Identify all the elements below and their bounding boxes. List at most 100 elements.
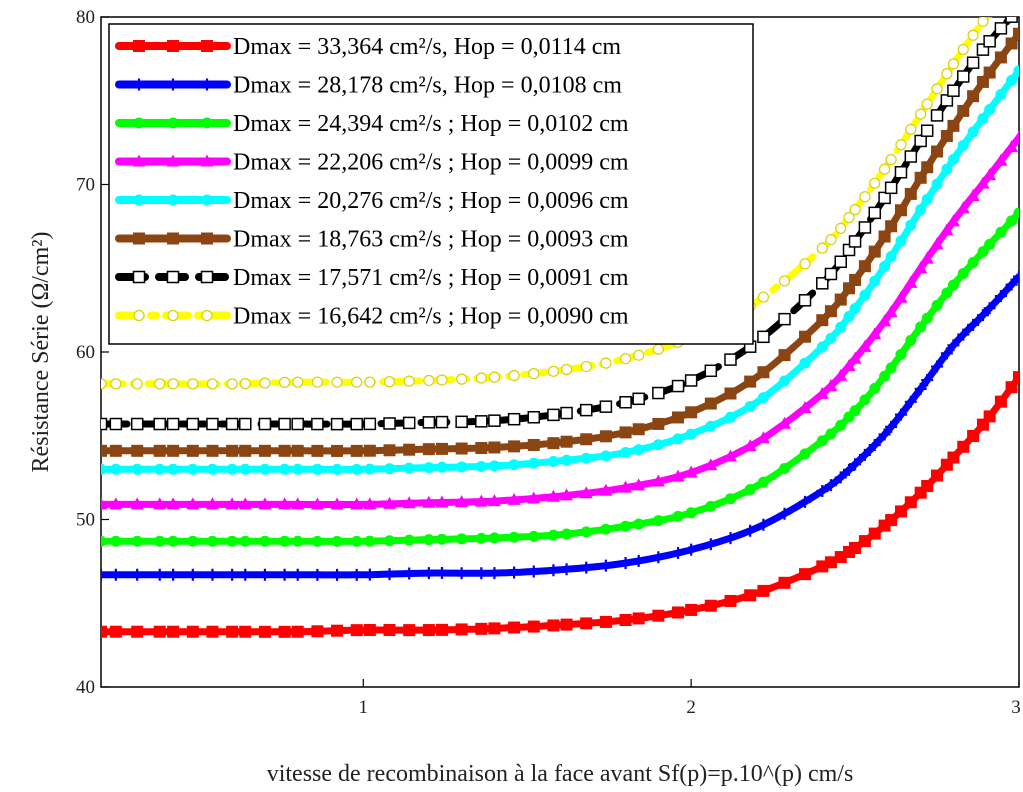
series-6-point-46 — [858, 260, 871, 273]
series-4-point-18 — [402, 496, 416, 509]
series-5-point-53 — [921, 193, 933, 205]
series-8-point-60 — [986, 17, 993, 19]
series-7-point-19 — [422, 416, 436, 429]
series-7-point-23 — [488, 414, 501, 427]
series-7-point-5 — [166, 417, 180, 431]
series-8-point-22 — [475, 372, 487, 384]
series-7-point-24 — [507, 412, 521, 426]
series-6-point-21 — [455, 442, 468, 455]
series-6-point-38 — [757, 366, 770, 379]
series-5-point-25 — [528, 457, 540, 469]
series-5-point-28 — [580, 452, 592, 464]
series-1-point-57 — [957, 440, 970, 453]
legend-label: Dmax = 33,364 cm²/s, Hop = 0,0114 cm — [233, 34, 621, 60]
series-8-point-5 — [167, 378, 179, 390]
series-2-point-54 — [931, 360, 944, 373]
series-4-point-63 — [1012, 130, 1019, 143]
y-tick-label-5: 80 — [76, 7, 95, 28]
series-5-point-12 — [292, 463, 304, 475]
series-3-point-29 — [600, 523, 612, 535]
legend-item-4: Dmax = 22,206 cm²/s ; Hop = 0,0099 cm — [115, 150, 629, 176]
series-4-point-6 — [186, 497, 200, 510]
series-6-point-7 — [206, 444, 219, 457]
series-7-point-8 — [225, 417, 239, 431]
series-2-point-6 — [186, 568, 199, 581]
series-6-point-19 — [422, 443, 435, 456]
legend-swatch-marker — [201, 194, 213, 206]
legend-item-6: Dmax = 18,763 cm²/s ; Hop = 0,0093 cm — [115, 227, 629, 253]
series-4-point-13 — [310, 497, 324, 510]
series-1-point-37 — [744, 589, 757, 602]
legend-swatch-marker — [200, 270, 214, 284]
series-4-point-11 — [278, 497, 292, 510]
series-2-point-29 — [599, 559, 612, 572]
series-7-point-17 — [383, 417, 396, 430]
legend-swatch-marker — [167, 194, 179, 206]
series-3-point-9 — [239, 535, 251, 547]
series-5-point-15 — [351, 463, 363, 475]
series-1-point-26 — [547, 619, 560, 632]
series-4-point-50 — [894, 290, 908, 303]
series-8-point-4 — [154, 378, 166, 390]
series-5-point-54 — [931, 178, 943, 190]
series-3-point-13 — [311, 535, 323, 547]
series-2-point-42 — [824, 479, 837, 492]
series-1-point-14 — [331, 624, 344, 637]
series-4-point-31 — [632, 478, 646, 491]
series-3-point-62 — [1006, 215, 1018, 227]
series-8-point-19 — [423, 374, 435, 387]
series-5-point-7 — [206, 463, 218, 475]
series-6-point-30 — [619, 426, 632, 439]
series-4-point-33 — [671, 469, 685, 482]
series-3-point-33 — [672, 510, 684, 522]
series-6-point-52 — [914, 171, 927, 184]
series-3-point-47 — [869, 382, 881, 394]
series-6-point-33 — [672, 411, 685, 424]
series-5-point-29 — [600, 450, 612, 462]
series-6-point-43 — [834, 293, 847, 306]
series-3-point-6 — [187, 535, 199, 547]
series-8-point-20 — [436, 374, 448, 386]
series-7-point-45 — [848, 235, 862, 248]
series-5-point-58 — [967, 126, 979, 138]
series-2-point-49 — [885, 420, 898, 433]
series-3-point-16 — [364, 535, 376, 547]
series-4-point-57 — [956, 201, 970, 214]
series-2-point-31 — [632, 554, 645, 567]
series-3-point-18 — [403, 534, 415, 546]
series-3-point-42 — [825, 428, 837, 440]
series-3-point-19 — [423, 534, 435, 546]
series-4-point-48 — [878, 314, 892, 327]
series-4-point-1 — [101, 497, 108, 510]
legend-swatch-marker — [167, 117, 179, 129]
series-2-point-62 — [1005, 278, 1018, 291]
series-2-point-52 — [914, 382, 927, 395]
series-2-point-37 — [744, 524, 757, 537]
series-7-point-52 — [914, 134, 927, 148]
series-6-point-20 — [435, 442, 448, 455]
series-1-point-39 — [778, 576, 791, 589]
series-7-point-31 — [632, 392, 645, 406]
series-6-point-22 — [475, 442, 488, 455]
series-8-point-61 — [996, 0, 1006, 3]
series-2-point-43 — [834, 471, 847, 484]
series-1-point-16 — [363, 623, 376, 636]
series-8-point-16 — [364, 376, 376, 388]
series-5-point-3 — [131, 463, 143, 475]
series-1-point-34 — [685, 603, 698, 616]
series-6-point-56 — [947, 119, 960, 132]
series-8-point-13 — [311, 376, 323, 388]
series-8-point-45 — [849, 204, 861, 216]
series-7-point-53 — [920, 124, 934, 137]
series-2-point-59 — [976, 309, 989, 322]
series-2-point-25 — [527, 565, 540, 578]
series-8-point-58 — [967, 29, 979, 41]
series-2-point-13 — [311, 568, 324, 581]
series-2-point-19 — [422, 567, 435, 580]
series-7-point-56 — [947, 84, 960, 97]
series-7-point-13 — [311, 417, 324, 431]
series-4-point-14 — [330, 497, 344, 510]
series-3-point-59 — [977, 246, 989, 258]
series-2-point-53 — [921, 374, 934, 387]
series-8-point-3 — [131, 378, 143, 390]
